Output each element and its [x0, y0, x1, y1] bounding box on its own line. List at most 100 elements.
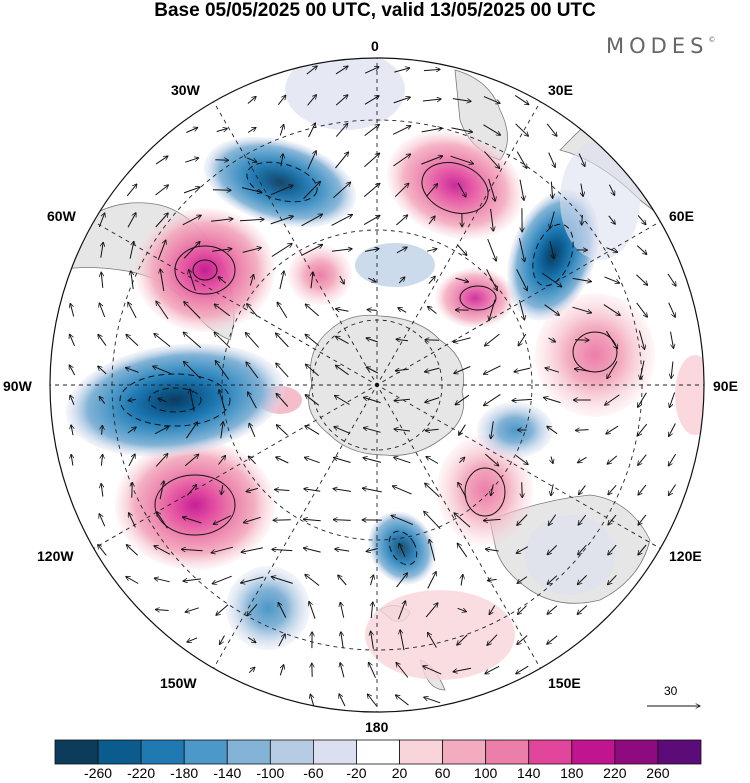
wind-arrow	[670, 331, 674, 349]
wind-arrow	[276, 363, 289, 378]
wind-arrow	[490, 208, 494, 231]
wind-arrow	[512, 399, 532, 400]
wind-arrow	[182, 215, 201, 226]
wind-arrow	[544, 304, 560, 316]
wind-arrow	[99, 303, 106, 318]
wind-arrow	[423, 666, 442, 675]
wind-arrow	[248, 392, 257, 409]
wind-arrow	[276, 457, 289, 464]
wind-arrow	[488, 178, 496, 201]
wind-arrow	[181, 549, 203, 550]
wind-arrow	[608, 574, 617, 584]
pos-anomaly-sa	[135, 208, 275, 332]
wind-arrow	[364, 124, 380, 136]
wind-arrow	[334, 427, 351, 434]
wind-arrow	[425, 397, 440, 403]
wind-arrow	[127, 213, 136, 228]
wind-arrow	[364, 67, 379, 74]
wind-arrow	[551, 484, 553, 495]
wind-arrow	[126, 334, 139, 346]
wind-arrow	[638, 392, 647, 408]
wind-arrow	[581, 183, 583, 197]
wind-arrow	[154, 426, 169, 435]
wind-arrow	[546, 123, 557, 136]
brand-text: MODES	[606, 34, 709, 58]
wind-arrow	[273, 520, 291, 521]
wind-arrow	[516, 151, 527, 169]
wind-arrow	[638, 484, 647, 495]
wind-arrow	[243, 516, 261, 522]
wind-arrow	[550, 211, 555, 229]
neg-anomaly-kerguelen	[477, 402, 553, 458]
wind-arrow	[215, 361, 230, 380]
wind-arrow	[487, 634, 498, 646]
wind-arrow	[218, 277, 227, 284]
wind-arrow	[519, 299, 525, 320]
wind-arrow	[428, 633, 437, 648]
wind-arrow	[279, 665, 283, 676]
wind-arrow	[99, 514, 106, 527]
wind-arrow	[491, 421, 494, 438]
wind-arrow	[455, 394, 470, 405]
wind-arrow	[425, 429, 439, 431]
wind-arrow	[335, 549, 350, 551]
wind-arrow	[484, 453, 498, 466]
wind-arrow	[393, 97, 411, 104]
wind-arrow	[459, 424, 466, 436]
wind-arrow	[212, 575, 232, 584]
wind-arrow	[363, 397, 381, 404]
wind-arrow	[366, 367, 379, 374]
wind-arrow	[451, 127, 473, 132]
wind-arrow	[336, 336, 349, 345]
wind-arrow	[396, 695, 409, 706]
wind-arrow	[395, 369, 409, 371]
neg-anomaly-weak-southeast	[525, 515, 615, 595]
colorbar-swatch	[269, 739, 314, 765]
wind-arrow	[392, 126, 411, 135]
colorbar-tick-label: -180	[170, 765, 199, 781]
wind-arrow	[183, 187, 200, 194]
wind-arrow	[640, 360, 645, 380]
wind-arrow	[249, 275, 253, 286]
colorbar-tick-label: 220	[603, 765, 627, 781]
colorbar-swatch	[571, 739, 616, 765]
wind-arrow	[638, 544, 647, 555]
wind-arrow	[637, 215, 646, 224]
copyright-mark: ©	[708, 36, 716, 44]
wind-arrow	[522, 482, 523, 497]
wind-arrow	[452, 98, 471, 102]
wind-arrow	[369, 662, 376, 678]
wind-arrow	[248, 667, 255, 674]
wind-arrow	[128, 302, 137, 319]
wind-arrow	[278, 602, 287, 618]
wind-arrow	[183, 517, 202, 524]
wind-arrow	[514, 367, 531, 372]
wind-arrow	[398, 601, 406, 620]
wind-arrow	[668, 302, 676, 318]
wind-arrow	[246, 157, 257, 162]
wind-arrow	[394, 457, 411, 464]
wind-arrow	[426, 457, 439, 464]
wind-arrow	[185, 607, 199, 612]
wind-arrow	[190, 389, 195, 412]
wind-arrow	[454, 366, 471, 374]
wind-arrow	[160, 269, 165, 292]
wind-arrow	[215, 160, 228, 161]
wind-arrow	[394, 68, 409, 73]
wind-arrow	[331, 215, 353, 226]
wind-arrow	[486, 269, 498, 290]
wind-arrow	[281, 154, 283, 167]
wind-arrow	[183, 242, 200, 259]
wind-arrow	[278, 634, 285, 647]
wind-arrow	[487, 238, 497, 261]
wind-arrow	[638, 454, 647, 466]
wind-arrow	[394, 183, 409, 198]
wind-arrow	[428, 276, 435, 285]
wind-arrow	[364, 153, 379, 168]
wind-arrow	[396, 247, 407, 254]
wind-arrow	[311, 272, 313, 289]
wind-arrow	[279, 125, 283, 136]
pos-anomaly-atlantic	[386, 130, 524, 240]
wind-arrow	[484, 365, 501, 374]
